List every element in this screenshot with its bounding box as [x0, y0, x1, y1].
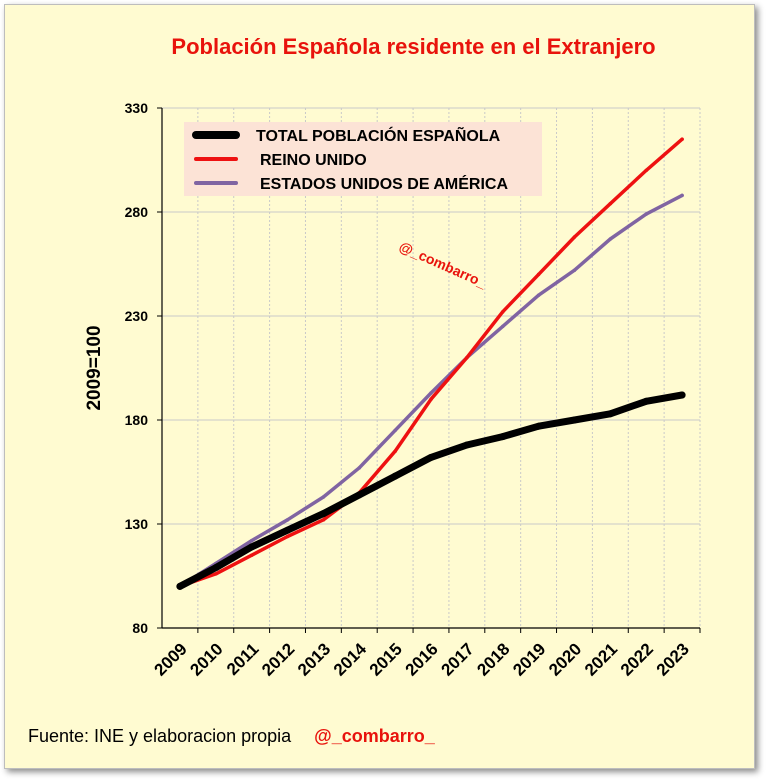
data-point	[642, 397, 650, 405]
data-point	[644, 168, 648, 173]
data-point	[176, 582, 184, 590]
data-point	[319, 510, 327, 518]
y-tick-label: 180	[125, 412, 149, 428]
data-point	[680, 137, 684, 141]
x-tick-label: 2018	[473, 639, 513, 679]
x-tick-label: 2014	[330, 639, 371, 680]
series-line-1	[178, 137, 684, 589]
data-point	[608, 201, 613, 206]
legend-label-0: TOTAL POBLACIÓN ESPAÑOLA	[256, 125, 501, 145]
x-tick-labels: 2009201020112012201320142015201620172018…	[151, 639, 693, 680]
data-point	[427, 453, 435, 461]
data-point	[606, 410, 614, 418]
series-line-0	[176, 391, 686, 590]
x-tick-label: 2017	[438, 639, 478, 679]
y-tick-label: 280	[125, 204, 149, 220]
x-tick-label: 2012	[258, 639, 298, 679]
data-point	[212, 564, 220, 572]
data-point	[429, 391, 433, 395]
x-tick-label: 2015	[366, 639, 406, 679]
legend-background	[184, 122, 542, 196]
data-point	[391, 472, 399, 480]
data-point	[572, 268, 577, 272]
legend-label-1: REINO UNIDO	[260, 152, 367, 169]
series-lines	[176, 137, 686, 590]
data-point	[429, 397, 433, 401]
legend: TOTAL POBLACIÓN ESPAÑOLA REINO UNIDO ESTAD…	[184, 122, 542, 196]
y-axis-label: 2009=100	[84, 325, 105, 410]
x-tick-label: 2020	[545, 639, 585, 679]
data-point	[500, 324, 505, 329]
data-point	[463, 441, 471, 449]
data-point	[570, 416, 578, 424]
x-tick-label: 2019	[509, 639, 549, 679]
y-tick-labels: 80 130 180 230 280 330	[125, 100, 149, 636]
data-point	[285, 534, 290, 539]
data-point	[355, 491, 363, 499]
x-tick-label: 2016	[402, 639, 442, 679]
legend-label-2: ESTADOS UNIDOS DE AMÉRICA	[260, 174, 508, 193]
data-point	[500, 310, 505, 314]
y-tick-label: 80	[132, 620, 148, 636]
data-point	[465, 355, 469, 360]
data-point	[249, 553, 254, 557]
data-point	[248, 543, 256, 551]
data-point	[536, 272, 541, 277]
watermark: @_combarro_	[397, 238, 489, 291]
y-tick-label: 130	[125, 516, 149, 532]
data-point	[321, 518, 326, 522]
y-tick-label: 230	[125, 308, 149, 324]
x-tick-label: 2023	[653, 639, 693, 679]
y-tick-label: 330	[125, 100, 149, 116]
chart-title: Población Española residente en el Extra…	[171, 34, 656, 59]
data-point	[321, 495, 326, 499]
footer: Fuente: INE y elaboracion propia @_comba…	[28, 726, 435, 747]
data-point	[499, 433, 507, 441]
x-tick-label: 2021	[581, 639, 621, 679]
data-point	[680, 193, 684, 198]
data-point	[572, 235, 577, 239]
data-point	[644, 212, 648, 216]
data-point	[535, 422, 543, 430]
data-point	[393, 449, 397, 453]
author-handle: @_combarro_	[314, 726, 435, 746]
data-point	[678, 391, 686, 399]
data-point	[249, 538, 254, 543]
data-point	[214, 572, 218, 576]
axes	[157, 107, 701, 633]
source-note: Fuente: INE y elaboracion propia	[28, 726, 292, 746]
data-point	[284, 526, 292, 534]
x-tick-label: 2009	[151, 639, 191, 679]
x-tick-label: 2022	[617, 639, 657, 679]
data-point	[393, 428, 397, 433]
data-point	[357, 466, 362, 470]
x-tick-label: 2013	[294, 639, 334, 679]
data-point	[285, 518, 290, 522]
data-point	[608, 237, 613, 241]
x-tick-label: 2010	[186, 639, 226, 679]
data-point	[536, 293, 541, 297]
x-tick-label: 2011	[223, 639, 263, 679]
grid-lines	[162, 107, 701, 628]
